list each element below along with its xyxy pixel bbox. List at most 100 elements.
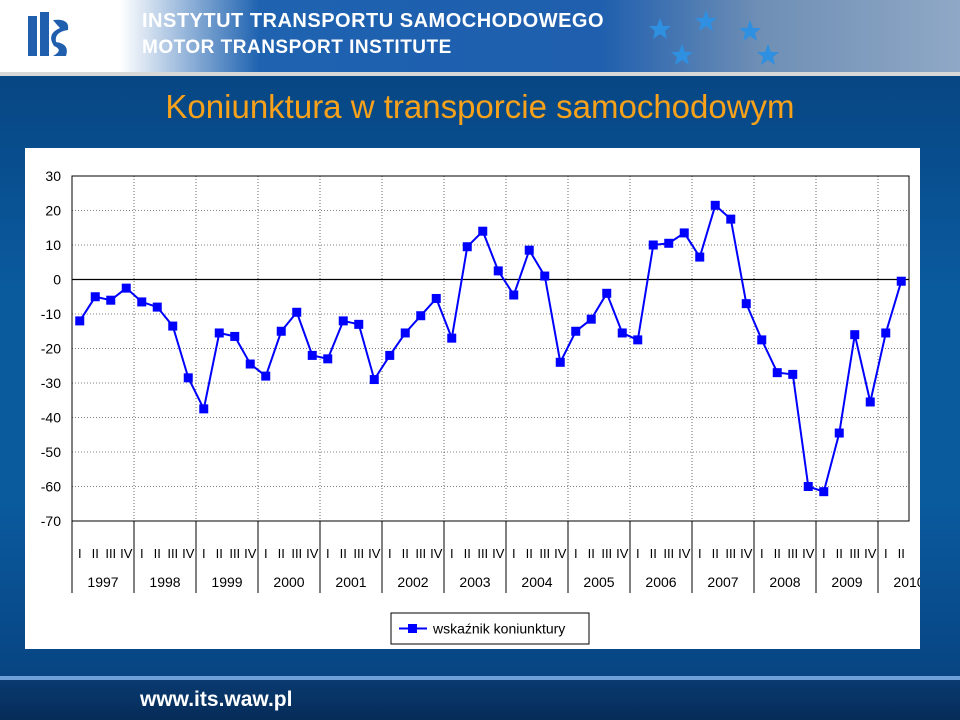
quarter-label: I [822, 546, 826, 561]
data-point [307, 350, 317, 360]
data-point [772, 368, 782, 378]
footer-stripe [0, 676, 960, 680]
data-point [369, 375, 379, 385]
quarter-label: III [477, 546, 488, 561]
legend-marker [408, 624, 417, 633]
y-tick-label: 10 [45, 237, 61, 253]
quarter-label: II [154, 546, 161, 561]
quarter-label: I [326, 546, 330, 561]
data-point [710, 200, 720, 210]
data-point [106, 295, 116, 305]
quarter-label: IV [740, 546, 753, 561]
quarter-label: III [105, 546, 116, 561]
quarter-label: IV [492, 546, 505, 561]
y-tick-label: -60 [41, 479, 61, 495]
data-point [400, 328, 410, 338]
data-point [276, 326, 286, 336]
data-point [617, 328, 627, 338]
quarter-label: III [539, 546, 550, 561]
quarter-label: III [353, 546, 364, 561]
quarter-label: II [340, 546, 347, 561]
data-point [478, 226, 488, 236]
data-point [230, 331, 240, 341]
quarter-label: III [415, 546, 426, 561]
quarter-label: I [512, 546, 516, 561]
quarter-label: II [526, 546, 533, 561]
institute-name-en: MOTOR TRANSPORT INSTITUTE [142, 37, 452, 58]
data-point [664, 238, 674, 248]
chart-panel: 30 20 10 0 -10 -20 -30 -40 -50 -60 -70 I II III IV I II I… [25, 148, 920, 649]
data-point [338, 316, 348, 326]
plot-area [71, 175, 910, 522]
year-label: 1997 [87, 574, 118, 590]
data-point [385, 350, 395, 360]
data-point [214, 328, 224, 338]
data-point [633, 335, 643, 345]
year-label: 2005 [583, 574, 614, 590]
data-point [803, 482, 813, 491]
y-tick-label: -70 [41, 513, 61, 529]
data-point [850, 330, 860, 340]
data-point [245, 359, 255, 369]
quarter-label: IV [616, 546, 629, 561]
eu-stars-icon [649, 10, 779, 65]
y-tick-label: 20 [45, 203, 61, 219]
quarter-label: IV [244, 546, 257, 561]
y-tick-label: -20 [41, 341, 61, 357]
quarter-label: II [836, 546, 843, 561]
quarter-label: I [388, 546, 392, 561]
quarter-label: I [760, 546, 764, 561]
quarter-label: II [774, 546, 781, 561]
year-label: 1999 [211, 574, 242, 590]
quarter-label: IV [554, 546, 567, 561]
data-point [137, 297, 147, 307]
data-point [493, 266, 503, 276]
quarter-label: II [402, 546, 409, 561]
quarter-label: IV [678, 546, 691, 561]
quarter-label: IV [802, 546, 815, 561]
data-point [540, 271, 550, 281]
data-point [602, 288, 612, 298]
quarter-label: I [574, 546, 578, 561]
quarter-label: I [140, 546, 144, 561]
quarter-label: I [884, 546, 888, 561]
data-point [431, 293, 441, 303]
quarter-label: II [588, 546, 595, 561]
data-point [447, 333, 457, 343]
quarter-label: II [898, 546, 905, 561]
y-tick-label: 30 [45, 168, 61, 184]
data-point [648, 240, 658, 250]
institute-name-pl: INSTYTUT TRANSPORTU SAMOCHODOWEGO [142, 10, 605, 32]
data-point [168, 321, 178, 331]
quarter-label: III [601, 546, 612, 561]
quarter-label: I [698, 546, 702, 561]
header-banner: INSTYTUT TRANSPORTU SAMOCHODOWEGO MOTOR … [0, 0, 960, 72]
data-point [199, 404, 209, 414]
quarter-label: II [712, 546, 719, 561]
data-point [586, 314, 596, 324]
quarter-label: III [167, 546, 178, 561]
footer-url[interactable]: www.its.waw.pl [140, 688, 293, 711]
series-line [78, 203, 903, 493]
page-title: Koniunktura w transporcie samochodowym [165, 88, 795, 125]
quarter-label: II [278, 546, 285, 561]
quarter-label: II [216, 546, 223, 561]
data-point [152, 302, 162, 312]
quarter-label: IV [182, 546, 195, 561]
data-point [896, 276, 906, 286]
quarter-label: III [849, 546, 860, 561]
year-label: 2009 [831, 574, 862, 590]
data-point [865, 397, 875, 407]
quarter-label: III [663, 546, 674, 561]
year-label: 2000 [273, 574, 304, 590]
quarter-label: III [725, 546, 736, 561]
data-point [354, 319, 364, 329]
y-tick-label: 0 [53, 272, 61, 288]
data-point [834, 428, 844, 438]
quarter-label: II [650, 546, 657, 561]
data-point [741, 299, 751, 309]
quarter-label: III [291, 546, 302, 561]
quarter-label: I [636, 546, 640, 561]
